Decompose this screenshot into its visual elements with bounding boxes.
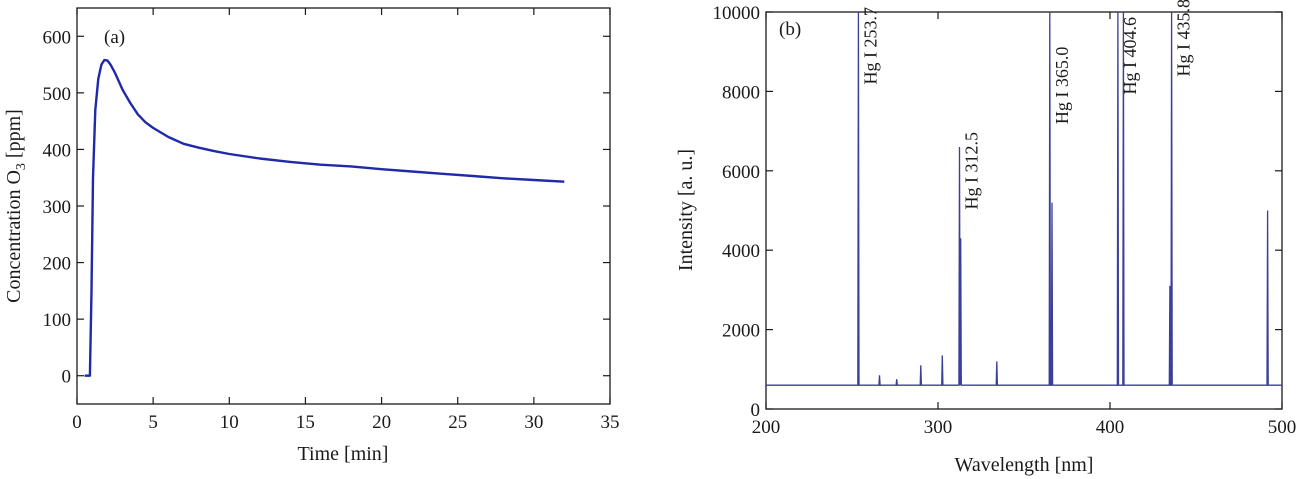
x-tick-label: 500 (1268, 417, 1297, 438)
y-tick-label: 6000 (722, 162, 760, 183)
y-tick-label: 4000 (722, 241, 760, 262)
y-tick-label: 100 (43, 310, 72, 331)
peak-annotation-label: Hg I 435.8 (1174, 0, 1194, 77)
x-tick-label: 25 (448, 412, 467, 433)
y-tick-label: 2000 (722, 321, 760, 342)
x-tick-label: 10 (220, 412, 239, 433)
x-tick-label: 400 (1096, 417, 1125, 438)
plot-frame-a (76, 7, 611, 405)
x-tick-label: 200 (752, 417, 781, 438)
ozone-concentration-chart: 0 5 10 15 20 25 30 35 0 100 200 300 400 500 600 (a) Ti… (3, 7, 620, 465)
y-axis-title-b: Intensity [a. u.] (675, 149, 697, 271)
x-tick-label: 30 (524, 412, 543, 433)
y-axis-title-a-unit: [ppm] (3, 109, 25, 163)
y-tick-label: 200 (43, 254, 72, 275)
x-axis-title-b: Wavelength [nm] (955, 454, 1094, 476)
x-tick-label: 0 (72, 412, 82, 433)
axis-ticks-a: 0 5 10 15 20 25 30 35 0 100 200 300 400 500 600 (43, 8, 620, 433)
ozone-concentration-series (84, 58, 565, 377)
plot-frame-b (765, 11, 1283, 410)
y-tick-label: 400 (43, 140, 72, 161)
y-tick-label: 0 (751, 400, 761, 421)
peak-annotations: Hg I 253.7 Hg I 312.5 Hg I 365.0 Hg I 404.6… (860, 0, 1193, 210)
x-tick-label: 20 (372, 412, 391, 433)
y-tick-label: 600 (43, 27, 72, 48)
panel-label-a: (a) (104, 27, 125, 48)
emission-spectrum-series (766, 11, 1282, 386)
y-tick-label: 500 (43, 84, 72, 105)
x-tick-label: 5 (148, 412, 158, 433)
panel-label-b: (b) (779, 19, 801, 40)
y-axis-title-a-subscript: 3 (14, 163, 29, 170)
y-axis-title-a-main: Concentration O (3, 170, 25, 303)
x-tick-label: 35 (601, 412, 620, 433)
axis-ticks-b: 200 300 400 500 0 2000 4000 6000 8000 10000 (713, 3, 1297, 438)
peak-annotation-label: Hg I 253.7 (860, 7, 880, 85)
peak-annotation-label: Hg I 365.0 (1052, 47, 1072, 125)
y-tick-label: 0 (62, 367, 72, 388)
x-tick-label: 15 (296, 412, 315, 433)
peak-annotation-label: Hg I 312.5 (962, 132, 982, 210)
y-tick-label: 8000 (722, 82, 760, 103)
mercury-emission-spectrum-chart: 200 300 400 500 0 2000 4000 6000 8000 10000 Hg I … (675, 0, 1296, 476)
x-tick-label: 300 (924, 417, 953, 438)
x-axis-title-a: Time [min] (298, 443, 389, 465)
y-tick-label: 10000 (713, 3, 761, 24)
peak-annotation-label: Hg I 404.6 (1120, 17, 1140, 95)
y-tick-label: 300 (43, 197, 72, 218)
y-axis-title-a: Concentration O3 [ppm] (3, 109, 29, 303)
